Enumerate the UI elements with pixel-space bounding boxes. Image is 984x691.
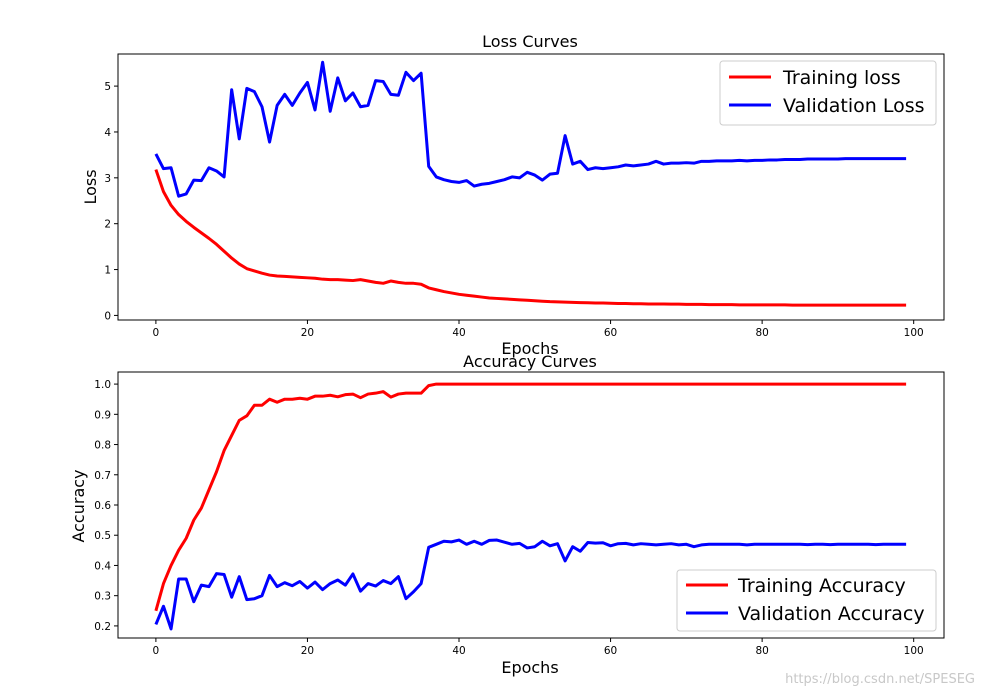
accuracy-x-tick-label: 80 <box>755 645 768 657</box>
loss-y-tick-label: 0 <box>104 310 111 322</box>
loss-y-axis-label: Loss <box>81 169 100 204</box>
accuracy-ticks: 0 20 40 60 80 100 0.2 0.3 0.4 0.5 0.6 0.7 0.8 0.9 1.0 <box>94 379 923 657</box>
loss-ticks: 0 20 40 60 80 100 0 1 2 3 4 5 <box>104 81 923 339</box>
loss-legend-box <box>719 60 937 126</box>
loss-y-tick-label: 3 <box>104 173 111 185</box>
loss-y-tick-label: 5 <box>104 81 111 93</box>
loss-y-tick-label: 1 <box>104 265 111 277</box>
loss-x-axis-label: Epochs <box>501 339 558 358</box>
loss-x-tick-label: 40 <box>452 327 465 339</box>
loss-y-tick-label: 4 <box>104 127 111 139</box>
accuracy-legend-box <box>676 569 937 632</box>
loss-series-line-1 <box>154 60 907 198</box>
accuracy-series <box>154 382 907 631</box>
loss-series-line-0 <box>154 169 907 307</box>
loss-series <box>154 60 907 307</box>
loss-chart: Loss Curves 0 20 40 60 80 100 0 1 2 3 4 5 Epochs Lo… <box>81 32 945 358</box>
loss-y-tick-label: 2 <box>104 219 111 231</box>
accuracy-y-tick-label: 0.4 <box>94 560 111 572</box>
accuracy-y-tick-label: 0.7 <box>94 470 111 482</box>
accuracy-series-line-1 <box>154 538 907 631</box>
loss-x-tick-label: 20 <box>301 327 314 339</box>
watermark-text: https://blog.csdn.net/SPESEG <box>785 672 975 687</box>
accuracy-chart-title: Accuracy Curves <box>463 352 597 371</box>
legend-label-validation-accuracy: Validation Accuracy <box>738 603 925 625</box>
accuracy-y-tick-label: 0.6 <box>94 500 111 512</box>
accuracy-x-tick-label: 60 <box>604 645 617 657</box>
loss-x-tick-label: 100 <box>904 327 924 339</box>
accuracy-chart: Accuracy Curves 0 20 40 60 80 100 0.2 0.3 0.4 0.5… <box>69 352 945 677</box>
accuracy-y-tick-label: 0.9 <box>94 409 111 421</box>
accuracy-x-tick-label: 40 <box>452 645 465 657</box>
accuracy-y-tick-label: 1.0 <box>94 379 111 391</box>
loss-legend: Training loss Validation Loss <box>719 60 937 126</box>
loss-x-tick-label: 0 <box>153 327 160 339</box>
loss-x-tick-label: 60 <box>604 327 617 339</box>
accuracy-series-line-0 <box>154 382 907 612</box>
accuracy-y-tick-label: 0.2 <box>94 621 111 633</box>
accuracy-y-tick-label: 0.3 <box>94 591 111 603</box>
loss-plot-frame <box>117 53 945 321</box>
accuracy-y-axis-label: Accuracy <box>69 469 88 542</box>
accuracy-y-tick-label: 0.8 <box>94 440 111 452</box>
loss-chart-title: Loss Curves <box>482 32 578 51</box>
legend-label-validation-loss: Validation Loss <box>783 95 925 117</box>
accuracy-y-tick-label: 0.5 <box>94 530 111 542</box>
accuracy-x-tick-label: 0 <box>153 645 160 657</box>
loss-x-tick-label: 80 <box>755 327 768 339</box>
accuracy-legend: Training Accuracy Validation Accuracy <box>676 569 937 632</box>
accuracy-x-axis-label: Epochs <box>501 658 558 677</box>
legend-label-training-loss: Training loss <box>782 67 901 89</box>
accuracy-x-tick-label: 20 <box>301 645 314 657</box>
legend-label-training-accuracy: Training Accuracy <box>737 575 906 597</box>
accuracy-x-tick-label: 100 <box>904 645 924 657</box>
